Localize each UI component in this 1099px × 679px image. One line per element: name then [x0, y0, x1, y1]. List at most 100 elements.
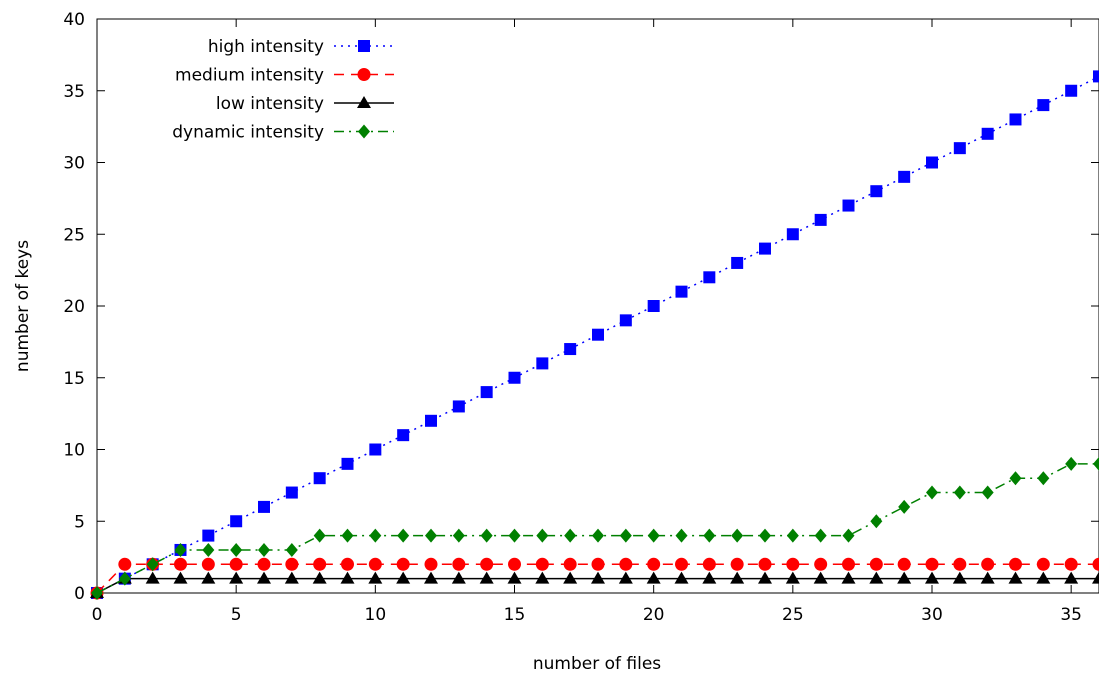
data-point — [870, 514, 883, 529]
data-point — [341, 557, 354, 571]
data-point — [841, 571, 856, 584]
data-point — [842, 528, 855, 543]
data-point — [1064, 557, 1078, 571]
data-point — [1092, 571, 1099, 584]
data-point — [424, 571, 438, 584]
legend-marker — [357, 96, 371, 108]
data-point — [786, 228, 799, 241]
data-point — [369, 528, 382, 543]
legend-label: low intensity — [216, 94, 324, 114]
y-axis-title: number of keys — [13, 240, 33, 372]
data-point — [564, 343, 577, 356]
data-point — [258, 542, 270, 557]
y-tick-label: 15 — [63, 369, 85, 389]
data-point — [591, 557, 605, 571]
data-point — [201, 571, 216, 584]
data-point — [536, 357, 549, 370]
data-point — [1065, 84, 1078, 97]
data-point — [869, 571, 884, 584]
data-point — [508, 371, 521, 384]
data-point — [786, 528, 799, 543]
y-tick-label: 0 — [74, 584, 85, 604]
y-tick-label: 30 — [63, 154, 85, 174]
data-point — [842, 199, 855, 212]
data-point — [1093, 70, 1099, 83]
data-point — [981, 485, 994, 500]
data-point — [285, 557, 299, 571]
data-point — [702, 571, 717, 584]
data-point — [174, 557, 187, 571]
data-point — [145, 571, 160, 584]
legend-item: medium intensity — [175, 66, 394, 86]
legend-label: medium intensity — [175, 66, 324, 86]
data-point — [730, 571, 745, 584]
data-point — [340, 571, 355, 584]
data-point — [758, 557, 772, 571]
data-point — [425, 414, 437, 427]
data-point — [285, 542, 298, 557]
x-tick-label: 35 — [1060, 605, 1082, 625]
data-point — [647, 557, 661, 571]
data-point — [731, 528, 744, 543]
data-point — [257, 557, 271, 571]
data-point — [452, 557, 466, 571]
data-point — [1009, 471, 1022, 486]
data-point — [1037, 99, 1050, 112]
data-point — [981, 557, 995, 571]
data-point — [647, 528, 660, 543]
data-point — [396, 571, 411, 584]
y-tick-label: 20 — [63, 297, 85, 317]
data-point — [368, 557, 382, 571]
data-point — [592, 528, 604, 543]
legend-item: dynamic intensity — [172, 123, 394, 143]
data-point — [396, 557, 410, 571]
data-point — [619, 528, 632, 543]
data-point — [646, 571, 661, 584]
data-point — [731, 256, 744, 269]
data-point — [981, 127, 994, 140]
data-point — [786, 557, 800, 571]
data-point — [703, 271, 716, 284]
legend-marker — [357, 68, 371, 81]
data-point — [842, 557, 855, 571]
y-tick-label: 40 — [63, 10, 85, 30]
x-axis-title: number of files — [533, 654, 661, 674]
data-point — [535, 571, 550, 584]
data-point — [785, 571, 800, 584]
data-point — [675, 285, 688, 298]
data-point — [479, 571, 494, 584]
data-point — [201, 557, 215, 571]
data-point — [1064, 571, 1079, 584]
y-tick-label: 25 — [63, 225, 85, 245]
data-point — [313, 528, 326, 543]
data-point — [313, 472, 326, 485]
data-point — [174, 542, 187, 557]
legend-marker — [358, 124, 370, 139]
x-tick-label: 25 — [782, 605, 804, 625]
series-layer — [90, 70, 1099, 600]
series-dynamic-intensity — [91, 456, 1099, 600]
legend-label: dynamic intensity — [172, 123, 324, 143]
data-point — [397, 429, 410, 442]
data-point — [703, 528, 716, 543]
data-point — [229, 557, 243, 571]
legend-label: high intensity — [208, 37, 324, 57]
data-point — [507, 571, 522, 584]
data-point — [926, 485, 938, 500]
data-point — [926, 156, 938, 169]
data-point — [647, 300, 660, 312]
data-point — [1036, 571, 1051, 584]
legend-marker — [358, 40, 370, 52]
x-tick-label: 5 — [231, 605, 242, 625]
data-point — [230, 515, 243, 528]
series-high-intensity — [91, 70, 1099, 599]
data-point — [452, 528, 465, 543]
data-point — [146, 557, 159, 572]
data-point — [1009, 557, 1022, 571]
data-point — [814, 557, 828, 571]
data-point — [898, 499, 911, 514]
x-tick-label: 20 — [643, 605, 665, 625]
data-point — [980, 571, 995, 584]
data-point — [229, 571, 244, 584]
data-point — [618, 571, 633, 584]
